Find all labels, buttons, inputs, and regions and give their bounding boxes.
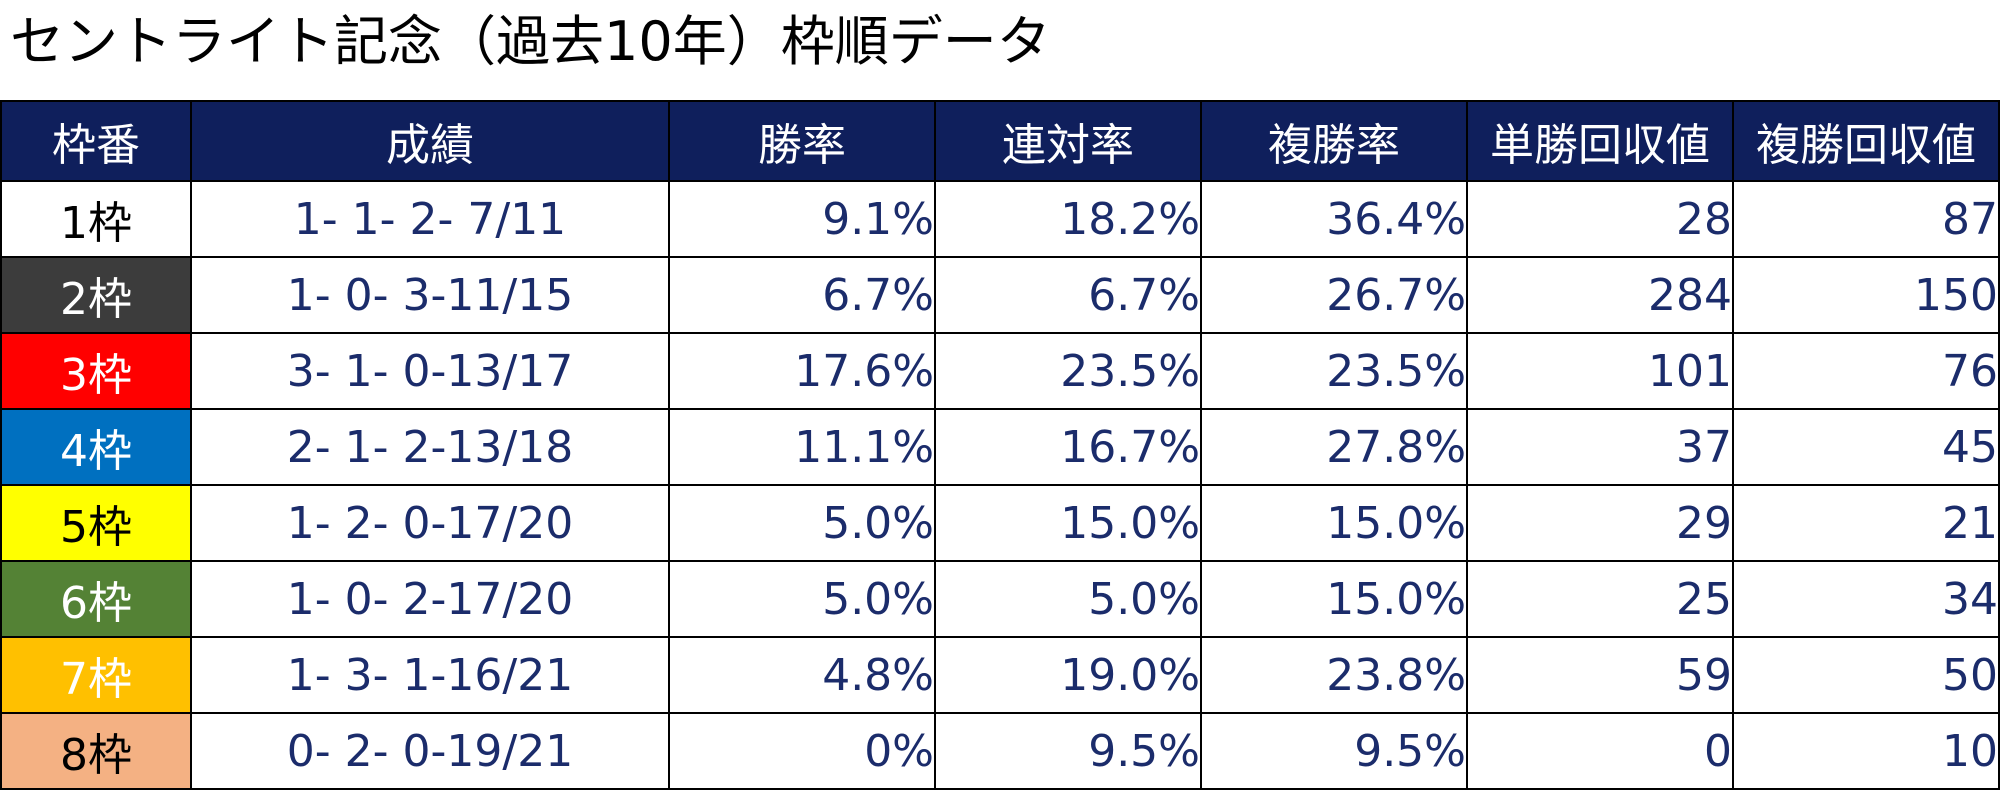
header-win-rate: 勝率 <box>668 100 936 182</box>
record-cell: 0- 2- 0-19/21 <box>190 712 670 790</box>
record-cell: 1- 3- 1-16/21 <box>190 636 670 714</box>
waku-cell: 5枠 <box>0 484 192 562</box>
page-title: セントライト記念（過去10年）枠順データ <box>10 10 1051 73</box>
show-rate-cell: 9.5% <box>1200 712 1468 790</box>
quinella-rate-cell: 9.5% <box>934 712 1202 790</box>
show-rate-cell: 26.7% <box>1200 256 1468 334</box>
show-return-cell: 50 <box>1732 636 2000 714</box>
waku-cell: 3枠 <box>0 332 192 410</box>
show-return-cell: 150 <box>1732 256 2000 334</box>
quinella-rate-cell: 15.0% <box>934 484 1202 562</box>
show-rate-cell: 27.8% <box>1200 408 1468 486</box>
table-row: 5枠 1- 2- 0-17/20 5.0% 15.0% 15.0% 29 21 <box>0 484 2000 562</box>
header-waku: 枠番 <box>0 100 192 182</box>
waku-stats-table: 枠番 成績 勝率 連対率 複勝率 単勝回収値 複勝回収値 1枠 1- 1- 2-… <box>0 100 2000 790</box>
record-cell: 1- 2- 0-17/20 <box>190 484 670 562</box>
show-return-cell: 87 <box>1732 180 2000 258</box>
waku-cell: 8枠 <box>0 712 192 790</box>
record-cell: 1- 1- 2- 7/11 <box>190 180 670 258</box>
win-rate-cell: 17.6% <box>668 332 936 410</box>
show-return-cell: 34 <box>1732 560 2000 638</box>
win-return-cell: 284 <box>1466 256 1734 334</box>
table-row: 3枠 3- 1- 0-13/17 17.6% 23.5% 23.5% 101 7… <box>0 332 2000 410</box>
show-return-cell: 21 <box>1732 484 2000 562</box>
quinella-rate-cell: 19.0% <box>934 636 1202 714</box>
table-row: 6枠 1- 0- 2-17/20 5.0% 5.0% 15.0% 25 34 <box>0 560 2000 638</box>
record-cell: 3- 1- 0-13/17 <box>190 332 670 410</box>
waku-cell: 2枠 <box>0 256 192 334</box>
record-cell: 1- 0- 2-17/20 <box>190 560 670 638</box>
show-return-cell: 76 <box>1732 332 2000 410</box>
show-return-cell: 45 <box>1732 408 2000 486</box>
table-row: 2枠 1- 0- 3-11/15 6.7% 6.7% 26.7% 284 150 <box>0 256 2000 334</box>
win-rate-cell: 0% <box>668 712 936 790</box>
win-return-cell: 37 <box>1466 408 1734 486</box>
win-rate-cell: 4.8% <box>668 636 936 714</box>
quinella-rate-cell: 5.0% <box>934 560 1202 638</box>
quinella-rate-cell: 6.7% <box>934 256 1202 334</box>
show-rate-cell: 15.0% <box>1200 484 1468 562</box>
table-row: 1枠 1- 1- 2- 7/11 9.1% 18.2% 36.4% 28 87 <box>0 180 2000 258</box>
table-row: 7枠 1- 3- 1-16/21 4.8% 19.0% 23.8% 59 50 <box>0 636 2000 714</box>
show-rate-cell: 23.5% <box>1200 332 1468 410</box>
win-rate-cell: 5.0% <box>668 484 936 562</box>
header-show-rate: 複勝率 <box>1200 100 1468 182</box>
show-rate-cell: 36.4% <box>1200 180 1468 258</box>
show-rate-cell: 15.0% <box>1200 560 1468 638</box>
quinella-rate-cell: 23.5% <box>934 332 1202 410</box>
win-return-cell: 29 <box>1466 484 1734 562</box>
table-row: 4枠 2- 1- 2-13/18 11.1% 16.7% 27.8% 37 45 <box>0 408 2000 486</box>
win-return-cell: 25 <box>1466 560 1734 638</box>
win-return-cell: 101 <box>1466 332 1734 410</box>
win-return-cell: 59 <box>1466 636 1734 714</box>
header-win-return: 単勝回収値 <box>1466 100 1734 182</box>
win-rate-cell: 9.1% <box>668 180 936 258</box>
quinella-rate-cell: 18.2% <box>934 180 1202 258</box>
win-return-cell: 28 <box>1466 180 1734 258</box>
show-rate-cell: 23.8% <box>1200 636 1468 714</box>
waku-cell: 4枠 <box>0 408 192 486</box>
header-show-return: 複勝回収値 <box>1732 100 2000 182</box>
show-return-cell: 10 <box>1732 712 2000 790</box>
header-row: 枠番 成績 勝率 連対率 複勝率 単勝回収値 複勝回収値 <box>0 100 2000 182</box>
win-rate-cell: 11.1% <box>668 408 936 486</box>
quinella-rate-cell: 16.7% <box>934 408 1202 486</box>
table-row: 8枠 0- 2- 0-19/21 0% 9.5% 9.5% 0 10 <box>0 712 2000 790</box>
waku-cell: 1枠 <box>0 180 192 258</box>
waku-cell: 6枠 <box>0 560 192 638</box>
win-rate-cell: 6.7% <box>668 256 936 334</box>
header-record: 成績 <box>190 100 670 182</box>
win-rate-cell: 5.0% <box>668 560 936 638</box>
record-cell: 2- 1- 2-13/18 <box>190 408 670 486</box>
table-body: 1枠 1- 1- 2- 7/11 9.1% 18.2% 36.4% 28 87 … <box>0 180 2000 790</box>
waku-cell: 7枠 <box>0 636 192 714</box>
record-cell: 1- 0- 3-11/15 <box>190 256 670 334</box>
win-return-cell: 0 <box>1466 712 1734 790</box>
header-quinella-rate: 連対率 <box>934 100 1202 182</box>
